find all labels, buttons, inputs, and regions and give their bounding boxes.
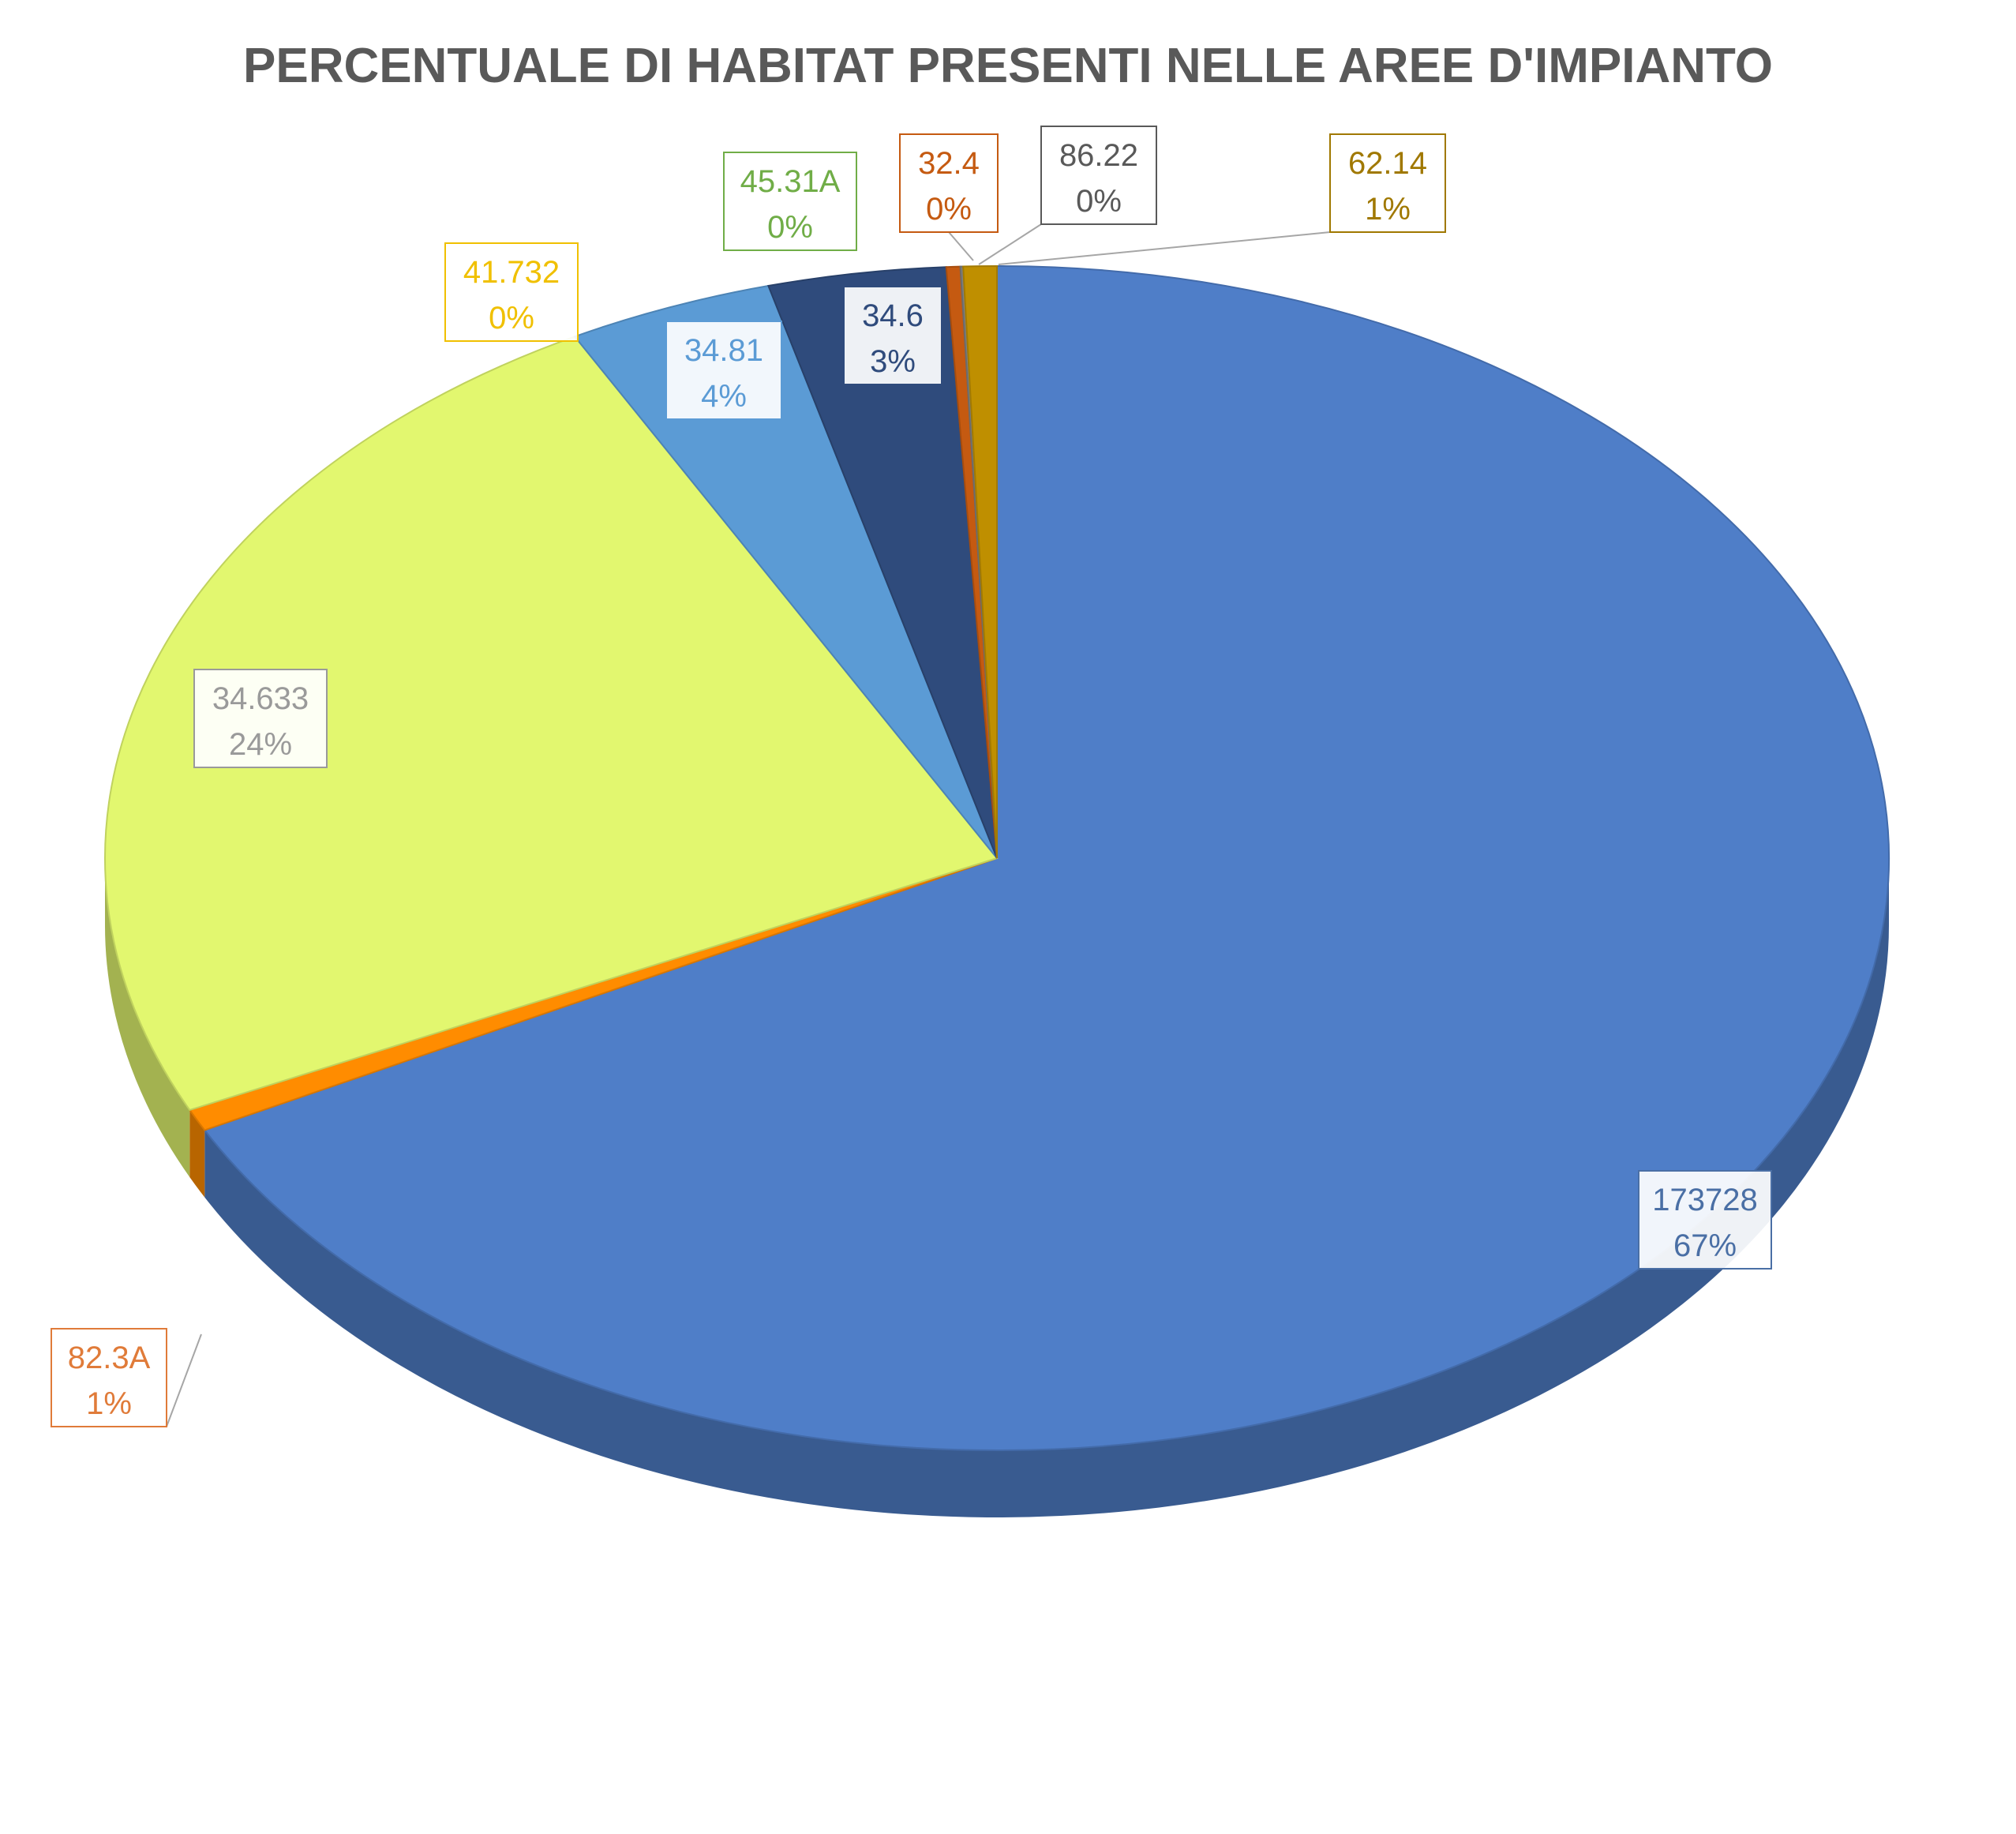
- data-label-box: [51, 1328, 167, 1427]
- data-label-box: [843, 286, 942, 385]
- data-label-name: 62.14: [1348, 146, 1427, 181]
- pie-top-layer: [104, 264, 1890, 1451]
- pie-slice: [104, 336, 999, 1112]
- leader-line: [998, 231, 1331, 265]
- data-label-name: 173728: [1652, 1183, 1757, 1217]
- data-label-name: 32.4: [918, 146, 980, 181]
- data-label-percent: 0%: [489, 301, 534, 336]
- pie-side-layer: [105, 858, 1889, 1518]
- data-label-name: 41.732: [463, 255, 560, 290]
- pie-slice: [573, 284, 998, 859]
- data-label-percent: 0%: [926, 192, 972, 227]
- pie-slice: [203, 264, 1890, 1451]
- data-label-box: [723, 152, 857, 251]
- data-label-percent: 1%: [86, 1386, 132, 1421]
- pie-slice-side: [189, 1109, 205, 1198]
- data-label-name: 34.633: [212, 681, 309, 716]
- data-label-percent: 4%: [701, 379, 747, 414]
- data-label-percent: 3%: [870, 344, 916, 379]
- data-label-box: [1329, 133, 1446, 233]
- data-label-name: 86.22: [1059, 138, 1138, 173]
- data-label-name: 34.81: [684, 333, 763, 368]
- data-label-box: [193, 669, 328, 768]
- data-label-name: 45.31A: [740, 164, 841, 199]
- data-label-percent: 24%: [229, 727, 292, 762]
- data-label-box: [899, 133, 999, 233]
- data-label-box: [1040, 126, 1157, 225]
- data-label-name: 34.6: [862, 298, 924, 333]
- pie-slice-side: [105, 858, 190, 1177]
- data-labels: 173728 67% 82.3A 1% 34.633 24% 41.732 0% 34.81 4%…: [51, 126, 1772, 1427]
- data-label-box: [1638, 1170, 1772, 1270]
- data-label-percent: 67%: [1673, 1228, 1737, 1263]
- leader-lines: [166, 223, 1331, 1427]
- leader-line: [978, 223, 1042, 265]
- data-label-box: [665, 321, 782, 420]
- data-label-name: 82.3A: [68, 1341, 151, 1375]
- data-label-box: [444, 242, 579, 342]
- pie-slice: [962, 264, 998, 859]
- data-label-percent: 0%: [767, 210, 813, 245]
- leader-line: [948, 231, 974, 261]
- data-label-percent: 1%: [1365, 192, 1411, 227]
- leader-line: [166, 1333, 202, 1427]
- pie-slice: [767, 266, 998, 859]
- chart-title: PERCENTUALE DI HABITAT PRESENTI NELLE AR…: [243, 39, 1773, 93]
- data-label-percent: 0%: [1076, 184, 1122, 219]
